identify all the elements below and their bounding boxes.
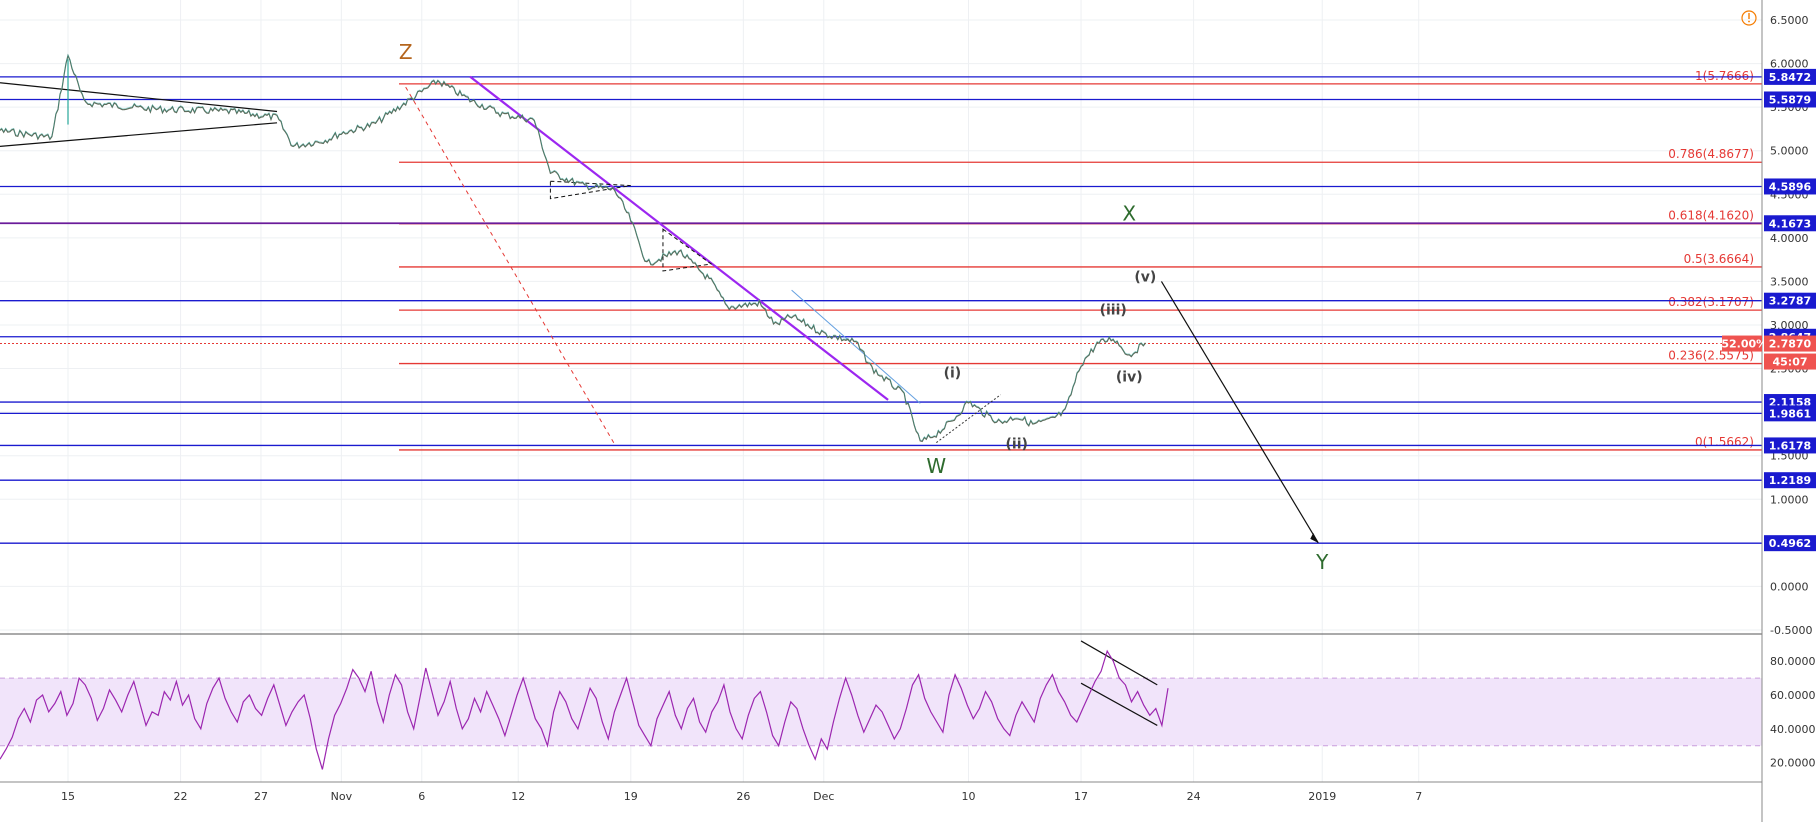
wave-label: (iii) <box>1100 303 1127 319</box>
rsi-channel-upper <box>1080 640 1158 686</box>
date-tick-label: 12 <box>511 790 525 803</box>
level-tag-bg <box>1764 405 1816 422</box>
current-price-tag-bg <box>1764 335 1816 352</box>
price-tick-label: 6.0000 <box>1770 58 1809 71</box>
price-tick-label: 3.0000 <box>1770 319 1809 332</box>
date-tick-label: 26 <box>736 790 750 803</box>
rsi-line <box>0 649 1169 770</box>
date-tick-label: 27 <box>254 790 268 803</box>
countdown-tag-bg <box>1764 353 1816 370</box>
purple-channel-line <box>469 75 889 401</box>
price-tick-label: -0.5000 <box>1770 624 1812 637</box>
level-tag-label: 4.1673 <box>1769 217 1811 230</box>
fib-label: 0.618(4.1620) <box>1668 209 1754 223</box>
wave-label: X <box>1122 201 1136 225</box>
fib-label: 1(5.7666) <box>1695 69 1754 83</box>
wave-label: Y <box>1315 550 1329 574</box>
change-badge: -52.00% <box>1717 338 1767 351</box>
fib-label: 0.236(2.5575) <box>1668 349 1754 363</box>
wave-label: (ii) <box>1006 437 1028 453</box>
wave-label: Z <box>399 40 413 64</box>
projection-arrowhead <box>1310 532 1319 543</box>
wave-label: W <box>926 454 946 478</box>
price-tick-label: 5.0000 <box>1770 145 1809 158</box>
rsi-tick-label: 80.0000 <box>1770 655 1816 668</box>
wave-i-channel <box>936 394 1001 444</box>
level-tag-bg <box>1764 472 1816 489</box>
date-tick-label: 10 <box>961 790 975 803</box>
fib-label: 0.382(3.1707) <box>1668 295 1754 309</box>
rsi-tick-label: 20.0000 <box>1770 757 1816 770</box>
wave-label: (v) <box>1134 269 1156 285</box>
price-line-up <box>0 53 1146 441</box>
triangle-lower <box>0 122 278 147</box>
level-tag-bg <box>1764 437 1816 454</box>
price-tick-label: 6.5000 <box>1770 14 1809 27</box>
level-tag-label: 5.8472 <box>1769 71 1811 84</box>
price-series <box>0 53 1146 443</box>
rsi-tick-label: 60.0000 <box>1770 689 1816 702</box>
projection-arrow <box>1160 281 1319 544</box>
grid-lines <box>0 0 1762 782</box>
rsi-tick-label: 40.0000 <box>1770 723 1816 736</box>
level-tag-label: 0.4962 <box>1769 537 1811 550</box>
fib-label: 0(1.5662) <box>1695 435 1754 449</box>
level-tag-bg <box>1764 91 1816 108</box>
date-axis: 15 22 27 Nov 6 12 19 26 Dec 10 17 24 2019 7 <box>61 790 1422 803</box>
date-tick-label: 19 <box>624 790 638 803</box>
rsi-band-fill <box>0 678 1762 746</box>
level-tag-label: 3.2787 <box>1769 295 1811 308</box>
rsi-series <box>0 649 1169 770</box>
fib-label: 0.786(4.8677) <box>1668 147 1754 161</box>
blue-channel-line <box>791 289 921 404</box>
wave-labels: XZWXY(i)(ii)(iii)(iv)(v) <box>399 40 1329 574</box>
trend-drawings <box>0 75 1319 726</box>
date-tick-label: Dec <box>813 790 834 803</box>
date-tick-label: 15 <box>61 790 75 803</box>
date-tick-label: 22 <box>174 790 188 803</box>
countdown-tag: 45:07 <box>1772 356 1807 369</box>
rsi-band <box>0 677 1762 747</box>
level-tag-bg <box>1764 292 1816 309</box>
fib-levels: 1(5.7666) 0.786(4.8677) 0.618(4.1620) 0.5(3… <box>399 69 1762 451</box>
date-tick-label: 17 <box>1074 790 1088 803</box>
level-tag-label: 4.5896 <box>1769 180 1812 193</box>
level-tag-label: 1.2189 <box>1769 474 1811 487</box>
date-tick-label: Nov <box>331 790 353 803</box>
date-tick-label: 6 <box>418 790 425 803</box>
level-tag-label: 1.9861 <box>1769 407 1811 420</box>
price-line <box>0 53 1146 443</box>
date-tick-label: 7 <box>1415 790 1422 803</box>
level-tag-label: 5.5879 <box>1769 93 1811 106</box>
fib-trend-line <box>405 86 616 445</box>
alert-icon-dot <box>1748 20 1750 23</box>
date-tick-label: 2019 <box>1308 790 1336 803</box>
level-tag-label: 1.6178 <box>1769 439 1811 452</box>
date-tick-label: 24 <box>1187 790 1201 803</box>
change-badge-bg <box>1722 335 1762 352</box>
price-tick-label: 4.0000 <box>1770 232 1809 245</box>
level-tag-bg <box>1764 68 1816 85</box>
price-tick-label: 3.5000 <box>1770 275 1809 288</box>
level-tag-bg <box>1764 178 1816 195</box>
consolidation-triangle-2 <box>662 228 713 272</box>
price-tick-label: 0.0000 <box>1770 580 1809 593</box>
consolidation-triangle-1 <box>549 180 631 200</box>
triangle-upper <box>0 82 278 113</box>
wave-label: (iv) <box>1116 370 1143 386</box>
horizontal-levels <box>0 76 1762 544</box>
fib-label: 0.5(3.6664) <box>1684 252 1754 266</box>
alert-icon <box>1741 10 1757 26</box>
level-tag-bg <box>1764 535 1816 552</box>
wave-label: (i) <box>944 365 962 381</box>
current-price-tag: 2.7870 <box>1769 338 1812 351</box>
price-tick-label: 1.0000 <box>1770 493 1809 506</box>
level-tag-bg <box>1764 215 1816 232</box>
rsi-channel-lower <box>1080 682 1158 726</box>
